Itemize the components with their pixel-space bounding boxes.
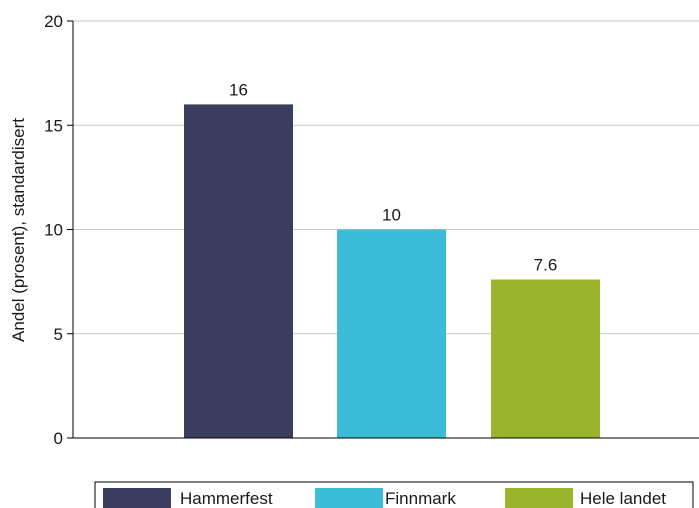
legend-label: Hele landet xyxy=(580,489,666,508)
y-tick-label: 15 xyxy=(44,116,63,135)
legend-label: Hammerfest xyxy=(180,489,273,508)
y-tick-label: 0 xyxy=(54,429,63,448)
data-label: 10 xyxy=(382,206,401,225)
legend-swatch xyxy=(505,488,573,508)
y-axis-ticks: 0 5 10 15 20 xyxy=(44,12,73,448)
y-tick-label: 10 xyxy=(44,221,63,240)
bar-hammerfest xyxy=(184,104,293,439)
data-label: 16 xyxy=(229,80,248,99)
bar-hele-landet xyxy=(491,279,600,438)
data-label: 7.6 xyxy=(534,256,558,275)
legend-swatch xyxy=(315,488,383,508)
legend-box xyxy=(94,481,694,508)
bars xyxy=(184,104,600,439)
data-labels: 16 10 7.6 xyxy=(229,80,557,274)
y-axis-title: Andel (prosent), standardisert xyxy=(9,118,28,342)
legend-label: Finnmark xyxy=(385,489,456,508)
legend-swatch xyxy=(103,488,171,508)
y-tick-label: 5 xyxy=(54,325,63,344)
bar-finnmark xyxy=(337,229,446,438)
legend: Hammerfest Finnmark Hele landet xyxy=(94,481,694,508)
y-tick-label: 20 xyxy=(44,12,63,31)
